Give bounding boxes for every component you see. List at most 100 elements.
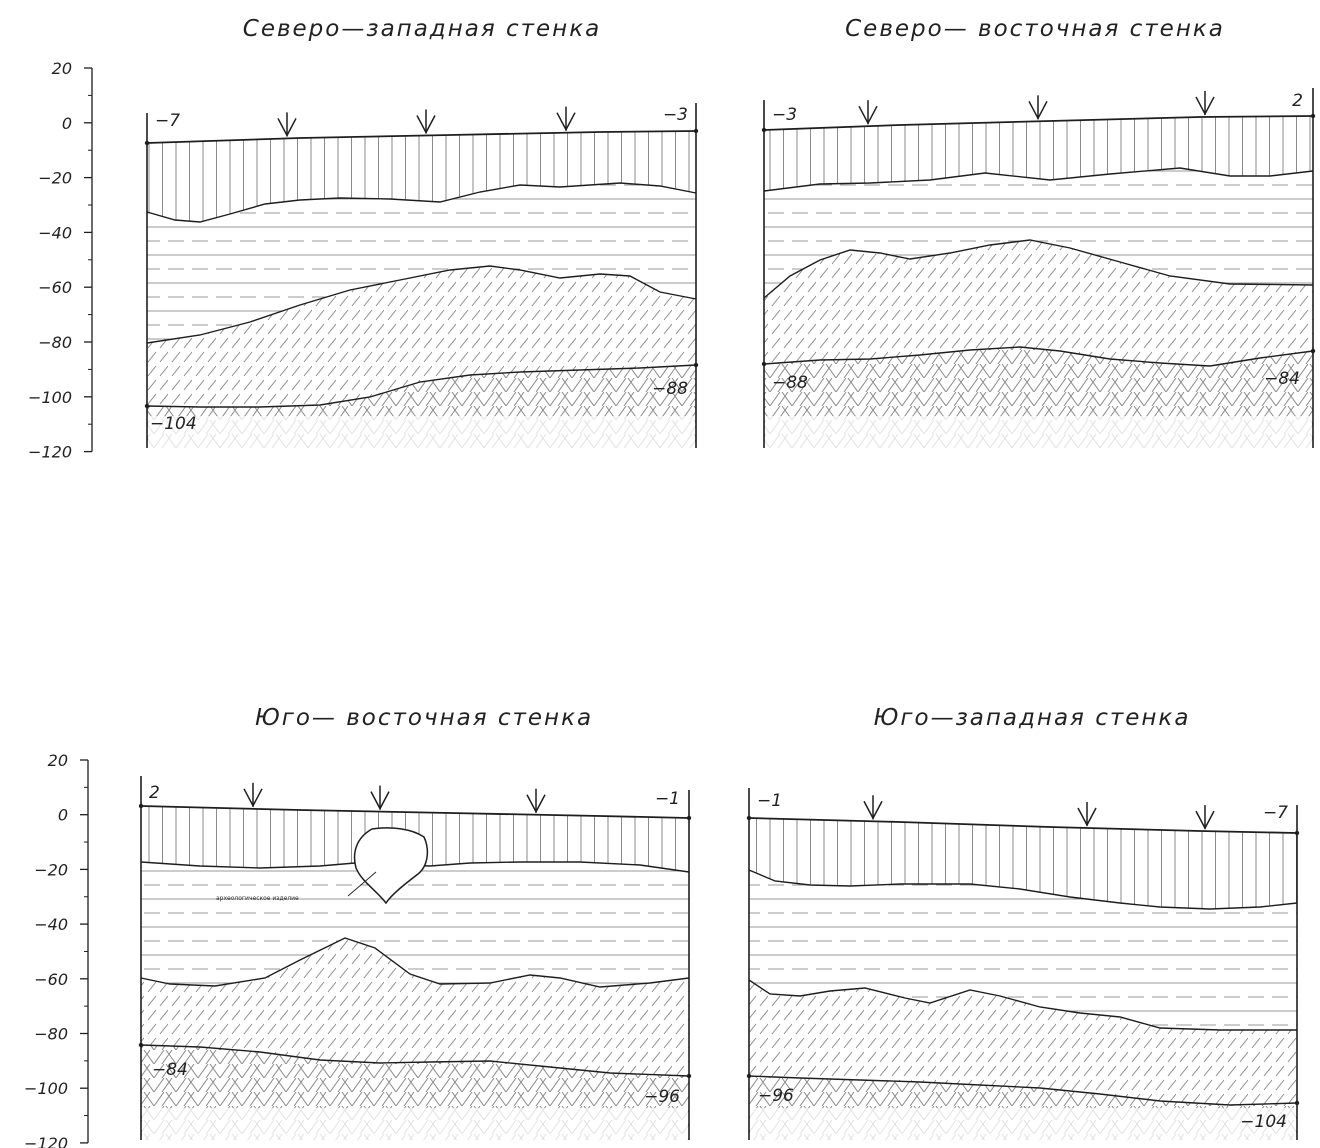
y-axis-tick-label: −60 [34,970,68,989]
elevation-label-right-top: −1 [655,789,680,809]
datum-marker [693,362,699,368]
datum-marker [138,1042,144,1048]
elevation-label-left-bottom: −96 [758,1086,794,1106]
layer-boundary-2 [140,937,690,988]
panel-title: Северо—западная стенка [243,16,601,42]
topsoil-layer-fill [764,116,1313,191]
loam-layer-fill [749,870,1297,1030]
arrow-head [1028,100,1048,120]
loam-layer-fill [141,862,689,987]
profile-panel-4: Юго—западная стенка −1 −7 −96 −104 [746,705,1300,1140]
layer-boundary-2 [748,979,1297,1031]
y-axis-tick-label: −100 [24,1079,68,1098]
elevation-label-left-top: −3 [772,105,797,125]
elevation-label-left-bottom: −88 [772,373,808,393]
elevation-label-left-top: 2 [149,783,160,803]
sampling-arrow-icon [1195,805,1215,830]
profile-panel-1: Северо—западная стенка −7 −3 −104 −88 [144,16,699,448]
arrow-head [858,105,878,125]
datum-marker [138,803,144,809]
profile-panel-2: Северо— восточная стенка −3 2 −88 −84 [761,16,1316,448]
arrow-head [1195,96,1215,116]
sampling-arrow-icon [556,106,576,132]
sampling-arrow-icon [1195,90,1215,116]
elevation-label-left-bottom: −84 [152,1060,188,1080]
arrow-head [243,788,263,808]
y-axis-tick-label: −100 [28,388,72,407]
layer-boundary-3 [146,364,697,408]
y-axis-tick-label: −120 [28,443,72,462]
layer-boundary-1 [140,861,690,873]
y-axis-tick-label: −40 [34,915,68,934]
datum-marker [746,815,752,821]
panel-title: Северо— восточная стенка [845,16,1225,42]
y-axis-tick-label: −20 [34,860,68,879]
elevation-label-right-top: −3 [663,105,688,125]
y-axis-tick-label: 20 [48,751,68,770]
topsoil-layer-fill [147,131,696,222]
layer-boundary-1 [748,869,1298,910]
datum-marker [1294,1100,1300,1106]
profile-panel-3: Юго— восточная стенка 2 −1 −84 −96 археологич… [138,705,692,1140]
ground-surface-line [140,805,690,819]
base-fade [765,416,1312,448]
datum-marker [686,815,692,821]
datum-marker [761,361,767,367]
sampling-arrow-icon [863,795,883,820]
arrow-head [416,115,436,135]
topsoil-layer-fill [749,818,1297,909]
arrow-head [1077,807,1097,827]
sampling-arrow-icon [416,109,436,135]
layer-boundary-3 [140,1044,690,1077]
y-axis-tick-label: −60 [38,278,72,297]
y-axis-tick-label: −80 [38,333,72,352]
base-fade [142,1108,688,1140]
y-axis-tick-label: −20 [38,169,72,188]
arrow-head [1195,810,1215,830]
panel-title: Юго— восточная стенка [255,705,593,731]
ground-surface-line [763,115,1314,131]
datum-marker [746,1073,752,1079]
y-axis-bottom-row: 20 0 −20 −40 −60 −80 −100 −120 [24,751,89,1148]
layer-boundary-3 [748,1075,1298,1106]
ground-surface-line [748,817,1298,834]
sampling-arrow-icon [526,788,546,814]
datum-marker [761,127,767,133]
datum-marker [1310,113,1316,119]
y-axis-tick-label: −120 [24,1134,68,1148]
feature-label: археологическое изделие [216,895,299,902]
base-fade [148,416,695,448]
sandy-layer-fill [147,266,696,407]
elevation-label-right-top: −7 [1263,803,1288,823]
archaeological-feature: археологическое изделие [216,827,429,905]
arrow-head [370,791,390,811]
elevation-label-right-top: 2 [1292,91,1303,111]
layer-boundary-1 [763,167,1314,192]
loam-layer-fill [764,168,1313,298]
datum-marker [1294,830,1300,836]
arrow-head [526,794,546,814]
elevation-label-right-bottom: −88 [652,379,688,399]
datum-marker [144,140,150,146]
layer-boundary-2 [146,265,697,344]
sandy-layer-fill [764,240,1313,366]
datum-marker [1310,348,1316,354]
elevation-label-left-bottom: −104 [150,414,197,434]
elevation-label-right-bottom: −96 [644,1087,680,1107]
y-axis-tick-label: 0 [62,114,72,133]
loam-layer-fill [147,183,696,343]
feature-leader-line [347,871,377,897]
layer-boundary-3 [763,346,1314,367]
datum-marker [144,403,150,409]
panel-title: Юго—западная стенка [874,705,1191,731]
elevation-label-right-bottom: −84 [1264,369,1300,389]
datum-marker [693,128,699,134]
sandy-layer-fill [141,938,689,1076]
arrow-head [277,118,297,138]
y-axis-tick-label: 0 [58,806,68,825]
arrow-head [556,112,576,132]
sampling-arrow-icon [277,112,297,138]
y-axis-tick-label: −80 [34,1025,68,1044]
sampling-arrow-icon [858,100,878,125]
